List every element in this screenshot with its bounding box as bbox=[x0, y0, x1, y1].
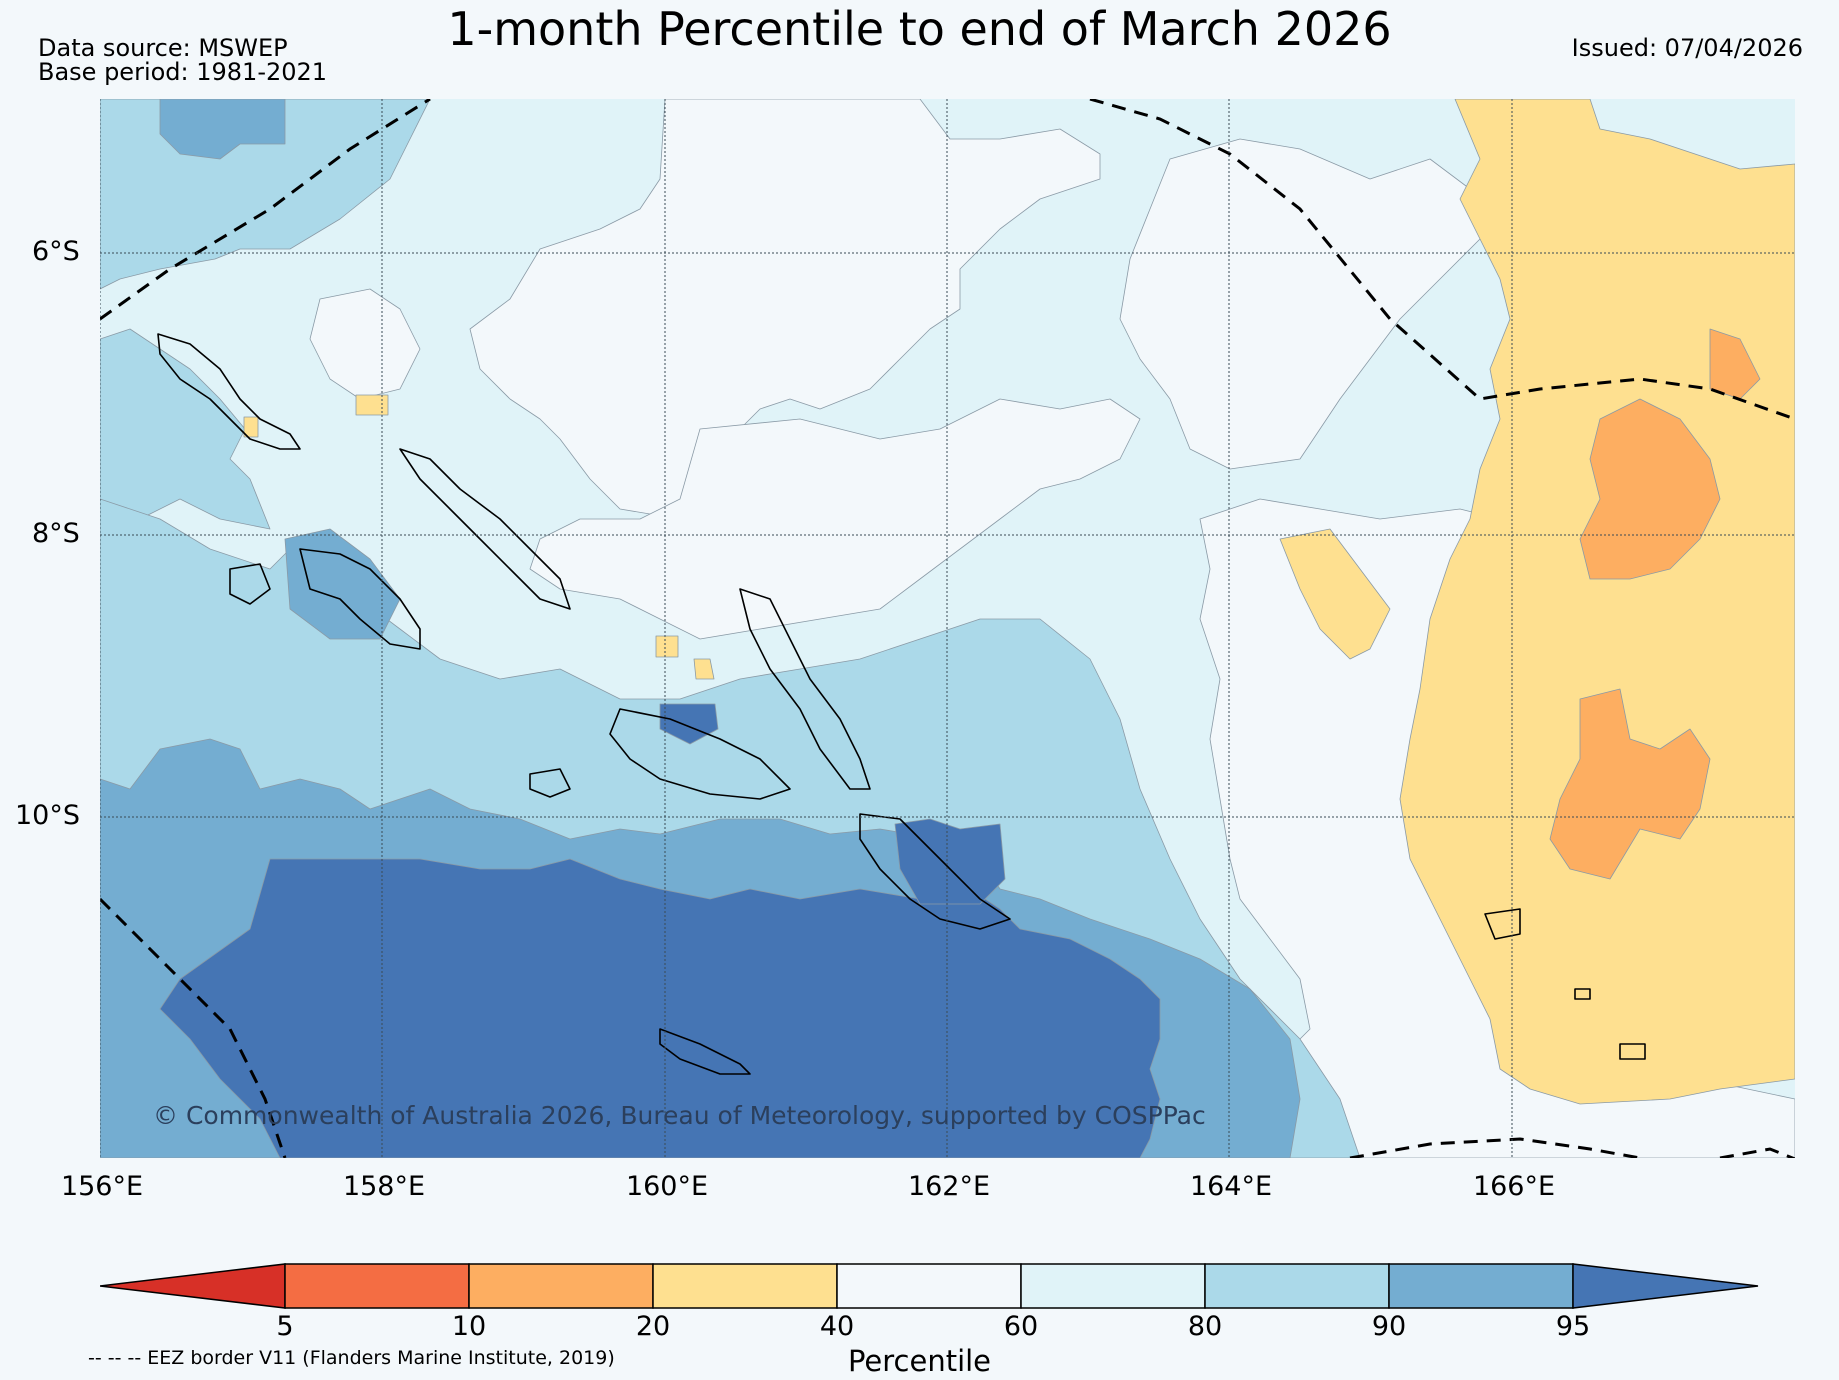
lon-label-166e: 166°E bbox=[1472, 1171, 1556, 1202]
island-choiseul bbox=[157, 333, 301, 450]
colorbar-label: Percentile bbox=[847, 1344, 992, 1378]
lon-label-164e: 164°E bbox=[1189, 1171, 1273, 1202]
colorbar-tick-90: 90 bbox=[1371, 1311, 1407, 1342]
band-gt95-patch2 bbox=[659, 703, 719, 745]
island-makira bbox=[859, 813, 1011, 930]
band-gt95-south bbox=[159, 858, 1161, 1158]
eez-legend-note: -- -- -- EEZ border V11 (Flanders Marine… bbox=[88, 1347, 615, 1369]
yellow-spot-3 bbox=[355, 394, 389, 416]
eez-border-sw bbox=[100, 897, 287, 1158]
yellow-spot-4 bbox=[243, 416, 259, 438]
colorbar-tick-80: 80 bbox=[1187, 1311, 1223, 1342]
band-40-60-nw-blob bbox=[309, 288, 421, 400]
colorbar-tick-40: 40 bbox=[819, 1311, 855, 1342]
band-gt95-patch bbox=[894, 818, 1006, 905]
colorbar-20-40 bbox=[652, 1263, 838, 1309]
eez-border-ne bbox=[1089, 99, 1795, 421]
lon-label-158e: 158°E bbox=[342, 1171, 426, 1202]
eez-border-nw bbox=[100, 99, 431, 321]
colorbar-40-60 bbox=[836, 1263, 1022, 1309]
lat-label-8s: 8°S bbox=[32, 518, 80, 549]
colorbar-60-80 bbox=[1020, 1263, 1206, 1309]
colorbar-gt95 bbox=[1572, 1263, 1759, 1309]
colorbar-90-95 bbox=[1388, 1263, 1574, 1309]
band-20-40-patch bbox=[1279, 528, 1391, 660]
colorbar-5-10 bbox=[284, 1263, 470, 1309]
island-anuta bbox=[1619, 1043, 1646, 1060]
copyright-note: © Commonwealth of Australia 2026, Bureau… bbox=[153, 1101, 1206, 1130]
island-vanikoro bbox=[1484, 908, 1521, 940]
island-utupua bbox=[1574, 988, 1591, 1000]
band-10-20-north bbox=[1579, 398, 1721, 580]
island-florida bbox=[529, 768, 571, 798]
band-90-95-nw bbox=[159, 99, 286, 160]
colorbar-tick-60: 60 bbox=[1003, 1311, 1039, 1342]
band-40-60-central bbox=[529, 398, 1141, 640]
yellow-spot-2 bbox=[693, 658, 715, 680]
lon-label-162e: 162°E bbox=[907, 1171, 991, 1202]
band-10-20-south bbox=[1549, 688, 1711, 880]
colorbar-80-90 bbox=[1204, 1263, 1390, 1309]
lon-label-156e: 156°E bbox=[60, 1171, 144, 1202]
island-kolombangara bbox=[229, 563, 271, 605]
band-90-95-islands bbox=[284, 528, 401, 640]
colorbar bbox=[100, 1263, 1759, 1309]
lat-label-6s: 6°S bbox=[32, 236, 80, 267]
colorbar-tick-95: 95 bbox=[1555, 1311, 1591, 1342]
issued-date: Issued: 07/04/2026 bbox=[1571, 34, 1803, 62]
percentile-map bbox=[100, 99, 1795, 1158]
eez-border-se2 bbox=[1719, 1147, 1795, 1158]
island-rennell bbox=[659, 1028, 751, 1075]
eez-border-se bbox=[1349, 1137, 1641, 1158]
lon-label-160e: 160°E bbox=[625, 1171, 709, 1202]
base-period: Base period: 1981-2021 bbox=[38, 58, 328, 86]
colorbar-tick-20: 20 bbox=[635, 1311, 671, 1342]
map-title: 1-month Percentile to end of March 2026 bbox=[447, 2, 1392, 56]
island-guadalcanal bbox=[609, 708, 791, 800]
colorbar-lt5 bbox=[100, 1263, 286, 1309]
lat-label-10s: 10°S bbox=[15, 800, 80, 831]
data-source: Data source: MSWEP bbox=[38, 34, 288, 62]
island-new-georgia bbox=[299, 548, 421, 650]
band-10-20-corner bbox=[1709, 328, 1761, 400]
colorbar-tick-5: 5 bbox=[276, 1311, 294, 1342]
island-santa-isabel bbox=[399, 448, 571, 610]
band-40-60-northeast bbox=[1119, 138, 1481, 470]
band-40-60-north bbox=[469, 99, 1101, 520]
colorbar-tick-10: 10 bbox=[451, 1311, 487, 1342]
yellow-spot-1 bbox=[655, 635, 679, 658]
island-malaita bbox=[739, 588, 871, 790]
colorbar-10-20 bbox=[468, 1263, 654, 1309]
band-20-40-east bbox=[1399, 99, 1795, 1105]
